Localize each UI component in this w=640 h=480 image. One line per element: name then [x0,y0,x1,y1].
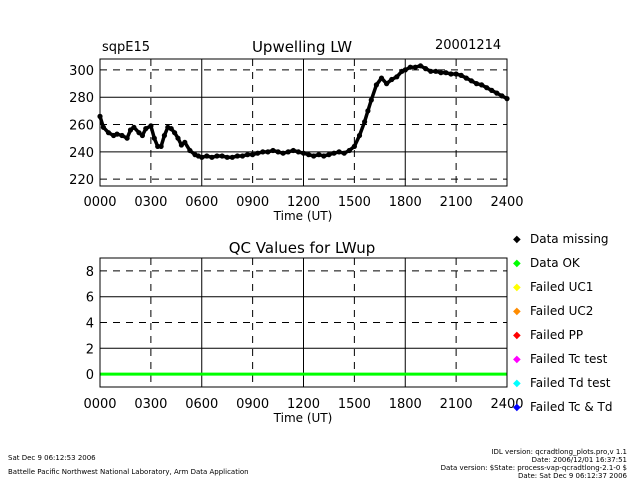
site-label: sqpE15 [102,40,150,55]
chart2-x-tick-label: 0000 [83,397,116,412]
legend-swatch: ◆ [513,330,521,341]
chart2-x-tick-label: 0900 [236,397,269,412]
chart2-x-tick-label: 2400 [490,397,523,412]
footer-right-1: IDL version: qcradtlong_plots.pro,v 1.1 [491,448,627,456]
chart1-y-tick-label: 300 [69,64,94,79]
legend-label: Failed PP [530,328,583,342]
qc-values-chart: QC Values for LWup 0 2 4 6 8 0000 0300 0600 090… [83,239,523,425]
legend-label: Failed Td test [530,376,611,390]
chart2-x-tick-label: 1200 [287,397,320,412]
chart1-x-tick-label: 1800 [389,195,422,210]
legend: ◆ Data missing ◆ Data OK ◆ Failed UC1 ◆ Failed … [513,232,612,414]
chart1-x-tick-label: 1200 [287,195,320,210]
legend-label: Failed UC1 [530,280,593,294]
legend-swatch: ◆ [513,234,521,245]
chart1-x-tick-label: 1500 [338,195,371,210]
chart1-x-ticks: 0000 0300 0600 0900 1200 1500 1800 2100 2400 [83,195,523,210]
chart1-grid [100,59,507,186]
legend-swatch: ◆ [513,402,521,413]
chart1-y-tick-label: 240 [69,146,94,161]
chart1-title: Upwelling LW [252,38,352,56]
chart2-y-tick-label: 6 [86,291,94,306]
chart1-x-tick-label: 2400 [490,195,523,210]
chart2-x-ticks: 0000 0300 0600 0900 1200 1500 1800 2100 2400 [83,397,523,412]
chart2-x-tick-label: 2100 [440,397,473,412]
footer-left-date: Sat Dec 9 06:12:53 2006 [8,454,96,462]
chart2-y-ticks: 0 2 4 6 8 [86,265,94,383]
chart2-y-tick-label: 0 [86,368,94,383]
legend-swatch: ◆ [513,378,521,389]
chart1-data-segment [369,84,379,101]
chart2-title: QC Values for LWup [229,239,376,257]
chart1-x-tick-label: 2100 [440,195,473,210]
chart2-grid [100,258,507,387]
chart2-frame [99,257,508,388]
chart2-x-tick-label: 1500 [338,397,371,412]
chart1-x-tick-label: 0600 [185,195,218,210]
chart2-y-tick-label: 2 [86,342,94,357]
chart1-x-tick-label: 0300 [134,195,167,210]
legend-label: Data OK [530,256,581,270]
legend-label: Failed Tc test [530,352,608,366]
chart1-points [97,63,510,160]
upwelling-lw-chart: Upwelling LW 220 240 260 280 300 0000 0300 060… [69,38,523,223]
legend-label: Failed UC2 [530,304,593,318]
chart1-y-tick-label: 220 [69,173,94,188]
legend-swatch: ◆ [513,354,521,365]
footer-right-2: Date: 2006/12/01 16:37:51 [532,456,627,464]
chart2-xlabel: Time (UT) [273,411,333,425]
chart2-y-tick-label: 8 [86,265,94,280]
footer-left-org: Battelle Pacific Northwest National Labo… [8,468,249,476]
chart2-y-tick-label: 4 [86,317,94,332]
legend-swatch: ◆ [513,282,521,293]
chart1-x-tick-label: 0000 [83,195,116,210]
chart1-y-tick-label: 280 [69,91,94,106]
legend-swatch: ◆ [513,258,521,269]
legend-label: Failed Tc & Td [530,400,612,414]
legend-swatch: ◆ [513,306,521,317]
chart1-y-ticks: 220 240 260 280 300 [69,64,94,188]
chart2-x-tick-label: 0600 [185,397,218,412]
chart1-xlabel: Time (UT) [273,209,333,223]
footer-right-3: Data version: $State: process-vap-qcradt… [441,464,627,472]
chart2-x-tick-label: 1800 [389,397,422,412]
chart2-x-tick-label: 0300 [134,397,167,412]
legend-label: Data missing [530,232,609,246]
chart1-frame [99,58,508,187]
chart1-y-tick-label: 260 [69,119,94,134]
footer-right-4: Date: Sat Dec 9 06:12:37 2006 [518,472,627,480]
chart1-x-tick-label: 0900 [236,195,269,210]
date-label: 20001214 [435,38,501,53]
